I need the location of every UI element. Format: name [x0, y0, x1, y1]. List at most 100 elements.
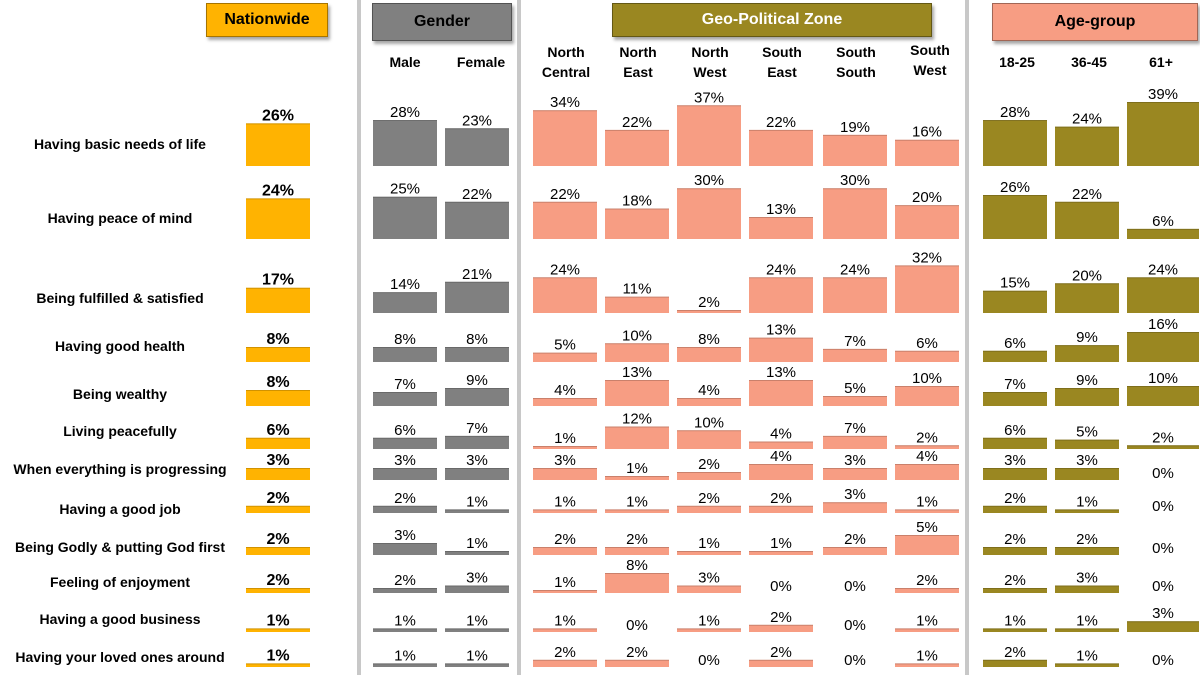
- column-header-line: South: [910, 42, 950, 58]
- data-label: 20%: [912, 189, 942, 206]
- data-label: 6%: [266, 422, 289, 439]
- data-label: 1%: [770, 535, 792, 552]
- data-label: 1%: [466, 535, 488, 552]
- bar: [533, 398, 597, 406]
- data-label: 13%: [622, 364, 652, 381]
- data-label: 1%: [698, 612, 720, 629]
- bar: [533, 110, 597, 166]
- data-label: 3%: [466, 452, 488, 469]
- bar: [983, 392, 1047, 406]
- data-label: 2%: [770, 490, 792, 507]
- bar: [605, 343, 669, 362]
- bar: [373, 505, 437, 513]
- bar: [895, 509, 959, 513]
- bar: [749, 337, 813, 362]
- data-label: 1%: [626, 460, 648, 477]
- data-label: 2%: [1004, 572, 1026, 589]
- data-label: 2%: [266, 572, 289, 589]
- bar: [533, 659, 597, 667]
- bar: [605, 547, 669, 555]
- bar: [677, 585, 741, 593]
- data-label: 12%: [622, 411, 652, 428]
- column-header-north-east: North East: [605, 42, 671, 82]
- data-label: 22%: [462, 186, 492, 203]
- bar: [1055, 126, 1119, 166]
- data-label: 13%: [766, 201, 796, 218]
- data-label: 4%: [554, 382, 576, 399]
- data-label: 9%: [466, 372, 488, 389]
- column-header-line: East: [623, 64, 653, 80]
- bar: [677, 505, 741, 513]
- bar: [823, 188, 887, 239]
- bar: [823, 348, 887, 362]
- data-label: 3%: [844, 452, 866, 469]
- data-label: 1%: [466, 612, 488, 629]
- bar: [445, 551, 509, 555]
- data-label: 6%: [1152, 213, 1174, 230]
- row-label-living-peacefully: Living peacefully: [63, 423, 177, 439]
- data-label: 0%: [844, 578, 866, 595]
- data-label: 8%: [266, 374, 289, 391]
- data-label: 2%: [554, 531, 576, 548]
- data-label: 1%: [394, 612, 416, 629]
- bar: [246, 287, 310, 313]
- data-label: 7%: [1004, 376, 1026, 393]
- data-label: 2%: [1076, 531, 1098, 548]
- data-label: 2%: [770, 609, 792, 626]
- bar: [533, 468, 597, 480]
- data-label: 7%: [466, 420, 488, 437]
- data-label: 1%: [466, 493, 488, 510]
- bar: [373, 437, 437, 449]
- bar: [823, 547, 887, 555]
- data-label: 1%: [698, 535, 720, 552]
- bar: [749, 129, 813, 166]
- bar: [677, 472, 741, 480]
- bar: [1055, 283, 1119, 313]
- column-header-south-south: South South: [823, 42, 889, 82]
- column-header-line: Central: [541, 64, 591, 80]
- data-label: 8%: [266, 331, 289, 348]
- row-label-basic-needs: Having basic needs of life: [34, 136, 206, 152]
- bar: [246, 390, 310, 406]
- bar: [533, 277, 597, 313]
- bar: [895, 663, 959, 667]
- bar: [605, 509, 669, 513]
- bar: [533, 628, 597, 632]
- data-label: 26%: [1000, 179, 1030, 196]
- bar: [749, 464, 813, 480]
- bar: [983, 659, 1047, 667]
- bar: [677, 347, 741, 362]
- data-label: 0%: [1152, 498, 1174, 515]
- bar: [749, 441, 813, 449]
- bar: [445, 509, 509, 513]
- data-label: 8%: [466, 331, 488, 348]
- data-label: 25%: [390, 181, 420, 198]
- row-label-fulfilled: Being fulfilled & satisfied: [36, 290, 204, 306]
- data-label: 8%: [394, 331, 416, 348]
- bar: [1055, 388, 1119, 406]
- data-label: 0%: [1152, 540, 1174, 557]
- bar: [1127, 332, 1199, 362]
- bar: [605, 296, 669, 313]
- data-label: 0%: [844, 617, 866, 634]
- data-label: 2%: [1004, 531, 1026, 548]
- data-label: 30%: [694, 172, 724, 189]
- data-label: 2%: [266, 490, 289, 507]
- data-label: 4%: [698, 382, 720, 399]
- data-label: 22%: [622, 114, 652, 131]
- data-label: 0%: [1152, 578, 1174, 595]
- bar: [533, 352, 597, 362]
- column-header-line: West: [693, 64, 727, 80]
- bar: [895, 205, 959, 239]
- data-label: 6%: [1004, 335, 1026, 352]
- bar: [533, 547, 597, 555]
- bar: [445, 128, 509, 166]
- bar: [895, 265, 959, 313]
- data-label: 28%: [390, 104, 420, 121]
- data-label: 1%: [554, 493, 576, 510]
- data-label: 3%: [266, 452, 289, 469]
- data-label: 1%: [554, 574, 576, 591]
- bar: [983, 588, 1047, 593]
- column-header-south-east: South East: [749, 42, 815, 82]
